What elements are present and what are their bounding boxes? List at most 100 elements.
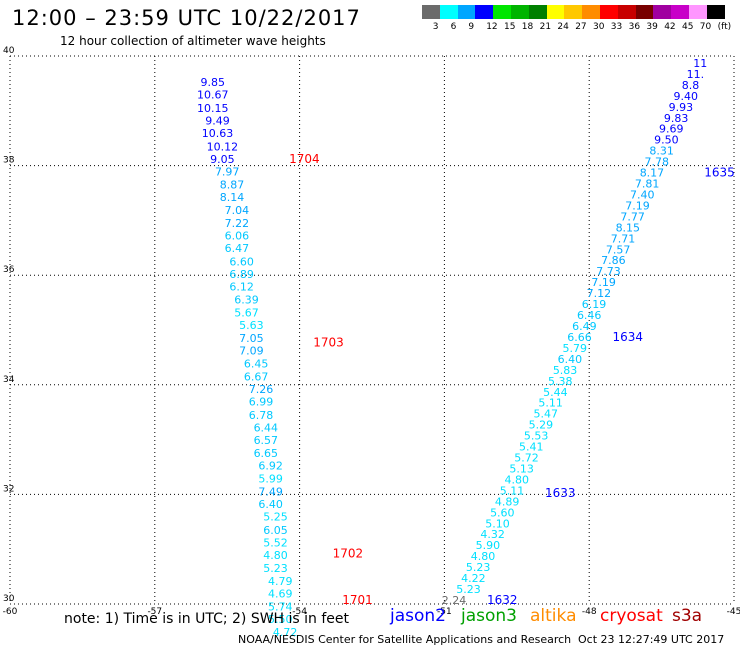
colorbar-swatch [528, 5, 547, 19]
wave-height-value: 8.31 [649, 145, 674, 158]
wave-height-value: 6.78 [249, 409, 274, 422]
colorbar-swatch [457, 5, 476, 19]
wave-height-value: 9.49 [205, 115, 230, 128]
colorbar-label: 30 [593, 22, 605, 32]
wave-height-value: 6.57 [254, 434, 279, 447]
legend-cryosat: cryosat [600, 606, 663, 626]
wave-height-value: 5.13 [509, 462, 534, 475]
wave-height-value: 5.67 [234, 306, 259, 319]
wave-height-value: 8.17 [640, 167, 665, 180]
wave-height-value: 6.65 [254, 447, 279, 460]
pass-time-label: 1632 [487, 593, 518, 607]
colorbar-label: 18 [521, 22, 534, 32]
wave-height-value: 7.73 [596, 265, 621, 278]
wave-height-value: 7.12 [587, 287, 612, 300]
x-tick-label: -54 [292, 607, 307, 617]
wave-height-value: 5.11 [500, 484, 525, 497]
wave-height-value: 6.47 [225, 242, 250, 255]
chart-title: 12:00 – 23:59 UTC 10/22/2017 [12, 6, 361, 30]
wave-height-value: 4.89 [495, 495, 520, 508]
wave-height-value: 6.19 [582, 298, 607, 311]
wave-height-value: 6.06 [225, 230, 250, 243]
wave-height-value: 7.05 [239, 332, 264, 345]
colorbar-swatch [617, 5, 636, 19]
wave-height-value: 8.8 [682, 79, 700, 92]
wave-height-value: 6.44 [254, 421, 279, 434]
wave-height-value: 5.44 [543, 386, 568, 399]
wave-height-value: 5.25 [263, 511, 288, 524]
wave-height-value: 6.12 [229, 281, 254, 294]
colorbar-label: 6 [450, 22, 457, 32]
colorbar-swatch [582, 5, 600, 19]
pass-time-label: 1704 [289, 152, 320, 166]
colorbar-swatch [422, 5, 440, 19]
wave-height-value: 11 [693, 57, 707, 70]
colorbar-label: 36 [628, 22, 641, 32]
legend-altika: altika [530, 606, 577, 626]
colorbar-swatch [439, 5, 458, 19]
wave-height-value: 4.32 [480, 528, 505, 541]
pass-time-label: 1702 [333, 546, 364, 560]
wave-height-value: 7.57 [606, 243, 631, 256]
wave-height-value: 5.99 [258, 472, 283, 485]
wave-height-value: 4.72 [273, 626, 298, 639]
wave-height-value: 5.38 [548, 375, 573, 388]
y-tick-label: 34 [3, 375, 15, 385]
wave-height-value: 4.22 [461, 572, 486, 585]
wave-height-value: 7.19 [591, 276, 616, 289]
pass-time-label: 1633 [545, 486, 576, 500]
wave-height-value: 6.40 [258, 498, 283, 511]
colorbar-swatch [706, 5, 725, 19]
wave-height-value: 6.40 [558, 353, 583, 366]
wave-height-value: 5.23 [263, 562, 288, 575]
y-tick-label: 38 [3, 156, 15, 166]
wave-height-value: 5.83 [553, 364, 578, 377]
wave-height-value: 6.89 [229, 268, 254, 281]
wave-height-value: 11. [687, 68, 705, 81]
wave-height-value: 10.67 [197, 89, 229, 102]
wave-height-value: 6.66 [567, 331, 592, 344]
wave-height-value: 6.99 [249, 396, 274, 409]
x-tick-label: -57 [147, 607, 162, 617]
colorbar-label: 42 [664, 22, 676, 32]
colorbar-label: 12 [486, 22, 498, 32]
colorbar-swatch [689, 5, 707, 19]
credit-line: NOAA/NESDIS Center for Satellite Applica… [238, 633, 572, 646]
wave-height-value: 4.69 [268, 587, 293, 600]
pass-time-label: 1703 [313, 335, 344, 349]
wave-height-value: 4.80 [505, 473, 530, 486]
y-tick-label: 32 [3, 484, 14, 494]
colorbar-swatch [653, 5, 672, 19]
wave-height-value: 10.63 [202, 127, 234, 140]
wave-height-value: 5.47 [534, 408, 559, 421]
wave-height-value: 7.40 [630, 188, 655, 201]
wave-height-value: 5.41 [519, 441, 544, 454]
x-tick-label: -48 [582, 607, 597, 617]
wave-height-value: 7.78 [645, 156, 670, 169]
wave-height-value: 10.12 [207, 140, 239, 153]
wave-height-value: 10.15 [197, 102, 229, 115]
wave-height-value: 5.10 [485, 517, 510, 530]
wave-height-value: 4.80 [471, 550, 496, 563]
y-tick-label: 36 [3, 265, 15, 275]
wave-height-value: 6.46 [577, 309, 602, 322]
wave-height-value: 5.53 [524, 430, 549, 443]
colorbar-swatch [635, 5, 654, 19]
wave-height-value: 6.05 [263, 524, 288, 537]
wave-height-value: 5.60 [490, 506, 515, 519]
colorbar-label: 45 [682, 22, 694, 32]
colorbar-label: 27 [575, 22, 587, 32]
colorbar-label: 24 [557, 22, 569, 32]
chart-subtitle: 12 hour collection of altimeter wave hei… [60, 34, 326, 48]
x-tick-label: -60 [3, 607, 18, 617]
wave-height-value: 9.50 [654, 134, 679, 147]
wave-height-value: 7.22 [225, 217, 250, 230]
colorbar-label: 39 [646, 22, 658, 32]
wave-height-value: 6.39 [234, 294, 259, 307]
wave-height-value: 4.80 [263, 549, 288, 562]
pass-time-label: 1635 [704, 166, 735, 180]
wave-height-value: 5.52 [263, 536, 288, 549]
x-tick-label: -51 [437, 607, 452, 617]
colorbar-label: 15 [504, 22, 516, 32]
